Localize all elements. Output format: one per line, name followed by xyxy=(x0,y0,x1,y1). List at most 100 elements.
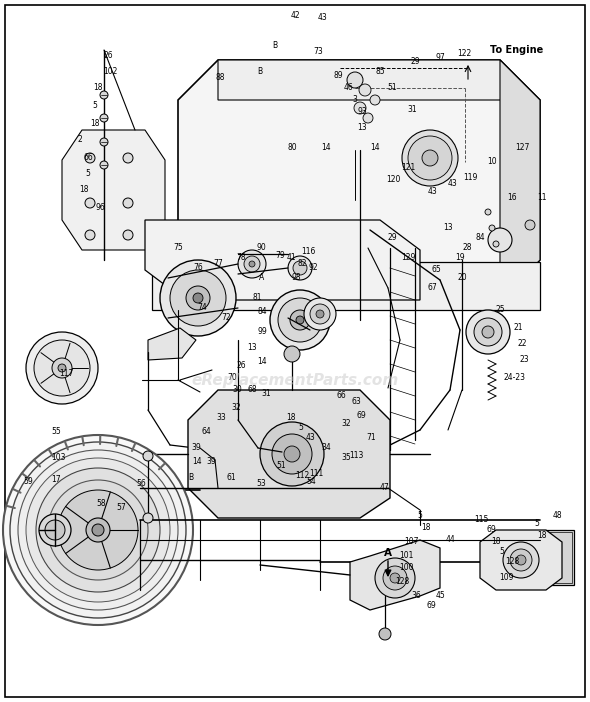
Text: 71: 71 xyxy=(366,434,376,442)
Text: 101: 101 xyxy=(399,552,413,560)
Text: 13: 13 xyxy=(443,223,453,232)
Circle shape xyxy=(503,542,539,578)
Circle shape xyxy=(383,566,407,590)
Circle shape xyxy=(123,153,133,163)
Text: 2: 2 xyxy=(78,135,83,145)
Text: 39: 39 xyxy=(206,458,216,467)
Text: 17: 17 xyxy=(51,475,61,484)
Text: 20: 20 xyxy=(457,274,467,282)
Text: 100: 100 xyxy=(399,564,413,573)
Polygon shape xyxy=(350,540,440,610)
Bar xyxy=(288,76,382,119)
Text: 53: 53 xyxy=(256,479,266,489)
Text: 107: 107 xyxy=(404,538,418,546)
Text: 102: 102 xyxy=(103,67,117,77)
Circle shape xyxy=(249,261,255,267)
Circle shape xyxy=(34,340,90,396)
Bar xyxy=(375,108,485,208)
Text: 16: 16 xyxy=(507,194,517,202)
Circle shape xyxy=(284,446,300,462)
Circle shape xyxy=(26,332,98,404)
Text: 48: 48 xyxy=(552,512,562,520)
Text: 67: 67 xyxy=(427,284,437,293)
Text: B: B xyxy=(188,474,194,482)
Bar xyxy=(82,148,137,168)
Circle shape xyxy=(284,346,300,362)
Text: 14: 14 xyxy=(192,458,202,467)
Text: 64: 64 xyxy=(201,428,211,437)
Text: 24-23: 24-23 xyxy=(503,373,525,383)
Text: 97: 97 xyxy=(435,53,445,62)
Text: 111: 111 xyxy=(309,470,323,479)
Text: 25: 25 xyxy=(495,305,505,314)
Text: To Engine: To Engine xyxy=(490,45,543,55)
Text: 84: 84 xyxy=(475,234,485,242)
Text: 18: 18 xyxy=(90,119,100,128)
Text: 98: 98 xyxy=(291,274,301,282)
Text: 29: 29 xyxy=(387,234,397,242)
Text: 109: 109 xyxy=(499,574,513,583)
Text: 82: 82 xyxy=(297,260,307,268)
Text: 18: 18 xyxy=(491,538,501,546)
Text: 36: 36 xyxy=(411,592,421,600)
Circle shape xyxy=(304,298,336,330)
Text: 43: 43 xyxy=(428,187,438,197)
Text: 39: 39 xyxy=(191,444,201,453)
Circle shape xyxy=(474,318,502,346)
Circle shape xyxy=(86,518,110,542)
Text: 42: 42 xyxy=(290,11,300,20)
Bar xyxy=(228,402,336,432)
Text: 72: 72 xyxy=(221,314,231,322)
Text: 79: 79 xyxy=(275,251,285,260)
Circle shape xyxy=(488,228,512,252)
Text: 5: 5 xyxy=(418,512,422,520)
Text: 18: 18 xyxy=(93,84,103,93)
Circle shape xyxy=(100,91,108,99)
Text: 5: 5 xyxy=(299,423,303,432)
Text: 73: 73 xyxy=(313,48,323,56)
Polygon shape xyxy=(152,262,540,310)
Text: eReplacementParts.com: eReplacementParts.com xyxy=(191,373,399,388)
Circle shape xyxy=(244,256,260,272)
Text: 90: 90 xyxy=(256,244,266,253)
Circle shape xyxy=(3,435,193,625)
Text: B: B xyxy=(257,67,263,77)
Text: 18: 18 xyxy=(537,531,547,541)
Circle shape xyxy=(288,256,312,280)
Circle shape xyxy=(238,250,266,278)
Circle shape xyxy=(186,286,210,310)
Text: 55: 55 xyxy=(51,428,61,437)
Text: 29: 29 xyxy=(410,58,420,67)
Text: 19: 19 xyxy=(455,253,465,263)
Text: 21: 21 xyxy=(513,324,523,333)
Circle shape xyxy=(36,468,160,592)
Circle shape xyxy=(370,95,380,105)
Text: B: B xyxy=(273,41,277,51)
Text: 120: 120 xyxy=(386,176,400,185)
Circle shape xyxy=(85,230,95,240)
Text: 45: 45 xyxy=(436,592,446,600)
Circle shape xyxy=(422,150,438,166)
Text: 93: 93 xyxy=(357,107,367,117)
Text: 31: 31 xyxy=(407,105,417,114)
Text: 32: 32 xyxy=(341,420,351,428)
Circle shape xyxy=(39,514,71,546)
Text: 122: 122 xyxy=(457,50,471,58)
Text: 26: 26 xyxy=(236,362,246,371)
Text: 127: 127 xyxy=(515,143,529,152)
Polygon shape xyxy=(62,130,165,250)
Circle shape xyxy=(510,549,532,571)
Text: 34: 34 xyxy=(321,444,331,453)
Circle shape xyxy=(100,161,108,169)
Text: 119: 119 xyxy=(463,173,477,183)
Text: 103: 103 xyxy=(51,453,65,463)
Text: 115: 115 xyxy=(474,515,488,524)
Circle shape xyxy=(132,446,148,462)
Text: 31: 31 xyxy=(261,390,271,399)
Polygon shape xyxy=(178,60,540,300)
Text: 18: 18 xyxy=(286,413,296,423)
Text: 61: 61 xyxy=(226,474,236,482)
Text: 112: 112 xyxy=(295,472,309,480)
Circle shape xyxy=(18,450,178,610)
Text: 89: 89 xyxy=(333,72,343,81)
